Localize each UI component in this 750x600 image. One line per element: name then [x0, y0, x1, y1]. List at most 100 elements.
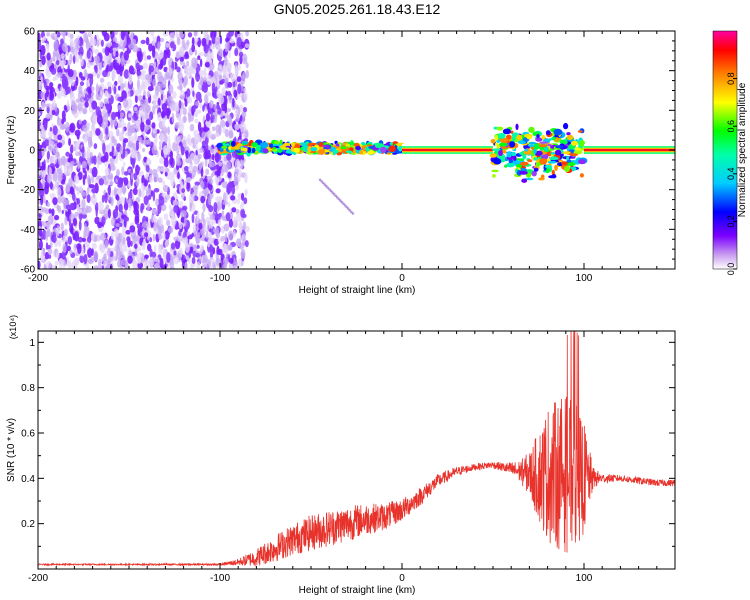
- noise-blob: [181, 188, 186, 194]
- noise-blob: [111, 217, 116, 227]
- noise-blob: [225, 212, 231, 222]
- noise-blob: [83, 253, 88, 265]
- noise-blob: [63, 200, 66, 212]
- noise-blob: [193, 216, 199, 225]
- noise-blob: [209, 249, 214, 260]
- noise-blob: [128, 206, 132, 212]
- noise-blob: [159, 145, 162, 151]
- noise-blob: [79, 31, 86, 34]
- tone-blob: [242, 141, 248, 145]
- tone-blob: [518, 158, 525, 162]
- noise-blob: [78, 37, 84, 47]
- noise-blob: [130, 142, 136, 148]
- tone-blob: [554, 164, 558, 171]
- noise-blob: [127, 248, 133, 256]
- noise-blob: [100, 156, 107, 163]
- noise-blob: [97, 201, 104, 212]
- noise-blob: [222, 74, 227, 79]
- noise-blob: [39, 124, 44, 129]
- noise-blob: [38, 179, 41, 189]
- noise-blob: [54, 181, 58, 190]
- noise-blob: [179, 109, 183, 116]
- tone-blob: [352, 150, 357, 154]
- x-tick-label: -200: [28, 573, 48, 584]
- noise-blob: [147, 85, 154, 92]
- noise-blob: [239, 104, 244, 113]
- noise-blob: [112, 42, 119, 48]
- noise-blob: [84, 222, 87, 232]
- tone-blob: [489, 153, 498, 158]
- tone-blob: [510, 151, 516, 157]
- x-tick-label: 0: [399, 573, 405, 584]
- noise-blob: [157, 54, 162, 61]
- noise-blob: [240, 248, 246, 260]
- noise-blob: [208, 205, 214, 213]
- tone-blob: [345, 143, 351, 147]
- noise-blob: [205, 112, 211, 122]
- noise-blob: [118, 222, 123, 227]
- noise-blob: [90, 36, 93, 47]
- noise-blob: [90, 195, 93, 203]
- noise-blob: [115, 223, 120, 228]
- noise-blob: [216, 90, 221, 98]
- noise-blob: [191, 37, 195, 46]
- noise-blob: [168, 226, 174, 234]
- noise-blob: [78, 72, 83, 79]
- noise-blob: [144, 232, 149, 238]
- noise-blob: [53, 31, 58, 39]
- noise-blob: [243, 88, 246, 93]
- noise-blob: [229, 39, 235, 44]
- noise-blob: [140, 73, 146, 81]
- noise-blob: [218, 95, 225, 105]
- noise-blob: [86, 194, 91, 204]
- noise-blob: [133, 114, 139, 121]
- noise-blob: [85, 79, 91, 89]
- noise-blob: [114, 119, 118, 127]
- noise-blob: [51, 109, 56, 116]
- noise-blob: [124, 150, 128, 158]
- noise-blob: [223, 192, 227, 203]
- noise-blob: [87, 89, 92, 95]
- tone-blob: [544, 146, 549, 152]
- noise-blob: [67, 104, 70, 112]
- tone-blob: [562, 151, 571, 155]
- noise-blob: [104, 193, 108, 204]
- noise-blob: [81, 213, 87, 219]
- noise-blob: [128, 43, 134, 49]
- noise-blob: [237, 160, 241, 167]
- noise-blob: [48, 140, 54, 146]
- noise-blob: [160, 90, 165, 95]
- noise-blob: [45, 113, 51, 120]
- noise-blob: [201, 84, 205, 92]
- noise-blob: [65, 121, 70, 133]
- tone-blob: [497, 132, 506, 139]
- noise-blob: [57, 115, 60, 123]
- noise-blob: [173, 250, 177, 256]
- noise-blob: [120, 31, 126, 41]
- noise-blob: [46, 105, 50, 114]
- y-tick-label: 60: [24, 27, 36, 38]
- noise-blob: [159, 37, 165, 43]
- noise-blob: [207, 130, 213, 138]
- noise-blob: [213, 202, 218, 213]
- noise-blob: [244, 172, 248, 184]
- noise-blob: [100, 39, 104, 47]
- noise-blob: [197, 169, 201, 175]
- tone-blob: [547, 160, 557, 164]
- noise-blob: [230, 195, 236, 201]
- noise-blob: [118, 117, 125, 128]
- noise-blob: [123, 244, 128, 252]
- noise-blob: [216, 64, 223, 76]
- noise-blob: [145, 36, 150, 46]
- noise-blob: [115, 178, 118, 183]
- noise-blob: [149, 174, 153, 184]
- noise-blob: [91, 91, 95, 97]
- noise-blob: [45, 78, 49, 83]
- noise-blob: [123, 122, 127, 127]
- tone-blob: [492, 174, 496, 178]
- noise-blob: [101, 194, 105, 203]
- noise-blob: [164, 171, 168, 177]
- noise-blob: [184, 99, 188, 107]
- noise-blob: [155, 85, 159, 96]
